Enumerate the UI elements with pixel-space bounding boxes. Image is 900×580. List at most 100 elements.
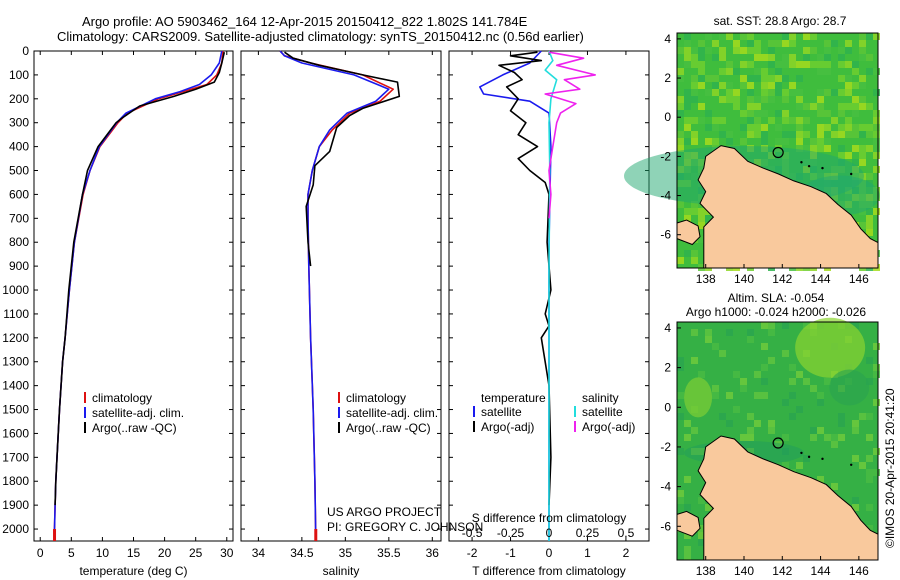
map-cell [775,82,782,89]
top-x-tick-label: -0.5 [462,526,483,540]
small-island [850,463,853,466]
map-cell [705,215,712,222]
map-cell [698,539,705,546]
map-cell [754,420,761,427]
map-cell [747,413,754,420]
map-cell [866,131,873,138]
map-cell [817,131,824,138]
map-cell [824,434,831,441]
map-cell [691,201,698,208]
axes-frame [240,50,442,542]
map-cell [782,89,789,96]
map-cell [789,378,796,385]
x-tick-label: 30 [220,546,234,560]
map-cell [684,434,691,441]
map-cell [726,131,733,138]
map-cell [782,110,789,117]
map-cell [747,47,754,54]
series-line-satellite [478,50,552,541]
y-tick-label: -4 [660,189,671,203]
map-cell [761,138,768,145]
legend-label: climatology [92,391,152,405]
map-cell [866,504,873,511]
map-cell [789,117,796,124]
map-cell [873,138,880,145]
map-cell [747,336,754,343]
map-cell [698,47,705,54]
map-cell [719,117,726,124]
map-cell [733,47,740,54]
map-cell [719,54,726,61]
map-cell [677,68,684,75]
map-cell [845,89,852,96]
map-cell [866,476,873,483]
map-cell [698,208,705,215]
map-cell [698,497,705,504]
small-island [821,457,824,461]
map-cell [852,504,859,511]
map-cell [712,124,719,131]
y-tick-label: 1400 [2,379,29,393]
map-cell [677,413,684,420]
map-cell [726,392,733,399]
legend-label: satellite [481,405,522,419]
map-cell [705,329,712,336]
x-tick-label: 25 [189,546,203,560]
map-cell [782,75,789,82]
y-tick-label: -4 [660,480,671,494]
map-cell [866,124,873,131]
y-tick-label: 1300 [2,355,29,369]
sla-map-panel: 138 140 142 144 146 4 2 0 -2 -4 -6 Altim. SLA: -0.0… [660,291,880,578]
map-cell [719,131,726,138]
y-tick-label: 300 [9,116,29,130]
y-tick-label: 500 [9,164,29,178]
top-x-tick-label: -0.25 [497,526,525,540]
map-cell [838,124,845,131]
map-cell [852,110,859,117]
series-line-climatology [53,50,224,541]
map-cell [817,54,824,61]
series-line-climatology [279,50,395,542]
map-cell [866,378,873,385]
map-cell [719,33,726,40]
map-cell [866,33,873,40]
map-cell [726,61,733,68]
map-cell [768,357,775,364]
map-cell [740,33,747,40]
y-tick-label: 1900 [2,498,29,512]
legend-label: Argo(-adj) [481,420,534,434]
map-cell [768,89,775,96]
map-cell [691,89,698,96]
series-line-argo-raw-qc- [284,51,401,267]
map-cell [789,82,796,89]
x-axis-label: salinity [323,564,360,578]
map-cell [859,54,866,61]
x-tick-label: 144 [811,564,831,578]
map-cell [831,441,838,448]
salinity-profile-panel: 34 34.5 35 35.5 36 salinity climatologysatelli… [240,50,442,578]
map-cell [859,124,866,131]
map-cell [726,82,733,89]
map-cell [761,96,768,103]
map-cell [768,322,775,329]
map-cell [691,250,698,257]
map-cell [684,553,691,560]
map-cell [768,96,775,103]
map-cell [747,96,754,103]
map-cell [817,61,824,68]
map-cell [866,215,873,222]
map-cell [684,117,691,124]
map-cell [691,208,698,215]
map-cell [782,117,789,124]
y-tick-label: 2 [664,71,671,85]
map-cell [824,68,831,75]
imos-credit: ©IMOS 20-Apr-2015 20:41:20 [883,388,897,548]
map-cell [817,89,824,96]
map-cell [782,40,789,47]
map-cell [698,236,705,243]
x-tick-label: 0 [37,546,44,560]
map-cell [866,103,873,110]
y-tick-label: 1700 [2,450,29,464]
map-cell [852,159,859,166]
map-cell [719,68,726,75]
